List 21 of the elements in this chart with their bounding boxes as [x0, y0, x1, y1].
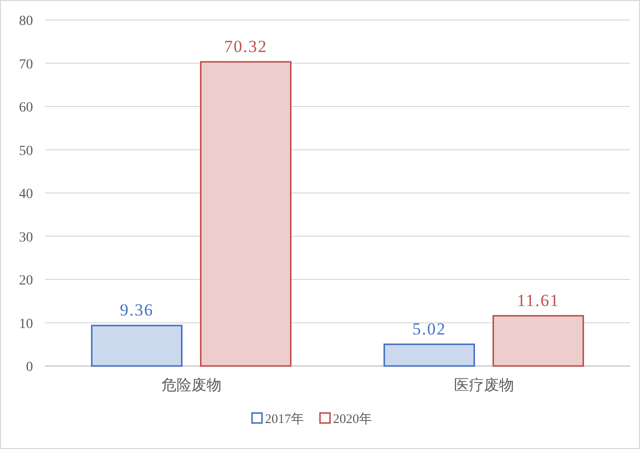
y-tick-label: 70: [19, 57, 33, 72]
data-label: 70.32: [224, 36, 268, 56]
data-label: 5.02: [412, 319, 446, 338]
y-tick-label: 60: [19, 100, 33, 116]
y-tick-label: 20: [19, 274, 33, 288]
data-label: 11.61: [516, 290, 560, 310]
legend-label: 2017年: [265, 411, 304, 426]
x-tick-label: 危险废物: [161, 377, 222, 394]
y-tick-label: 40: [19, 187, 33, 202]
y-tick-label: 10: [19, 316, 33, 332]
y-tick-label: 30: [19, 230, 33, 246]
data-label: 9.36: [120, 300, 154, 320]
bar: [200, 61, 292, 367]
bar: [91, 324, 182, 367]
bar: [492, 315, 584, 367]
legend-label: 2020年: [333, 411, 372, 426]
y-tick-label: 50: [19, 144, 33, 159]
y-tick-label: 80: [19, 14, 33, 29]
bar: [384, 344, 475, 367]
x-tick-label: 医疗废物: [454, 377, 514, 394]
y-tick-label: 0: [26, 360, 33, 375]
